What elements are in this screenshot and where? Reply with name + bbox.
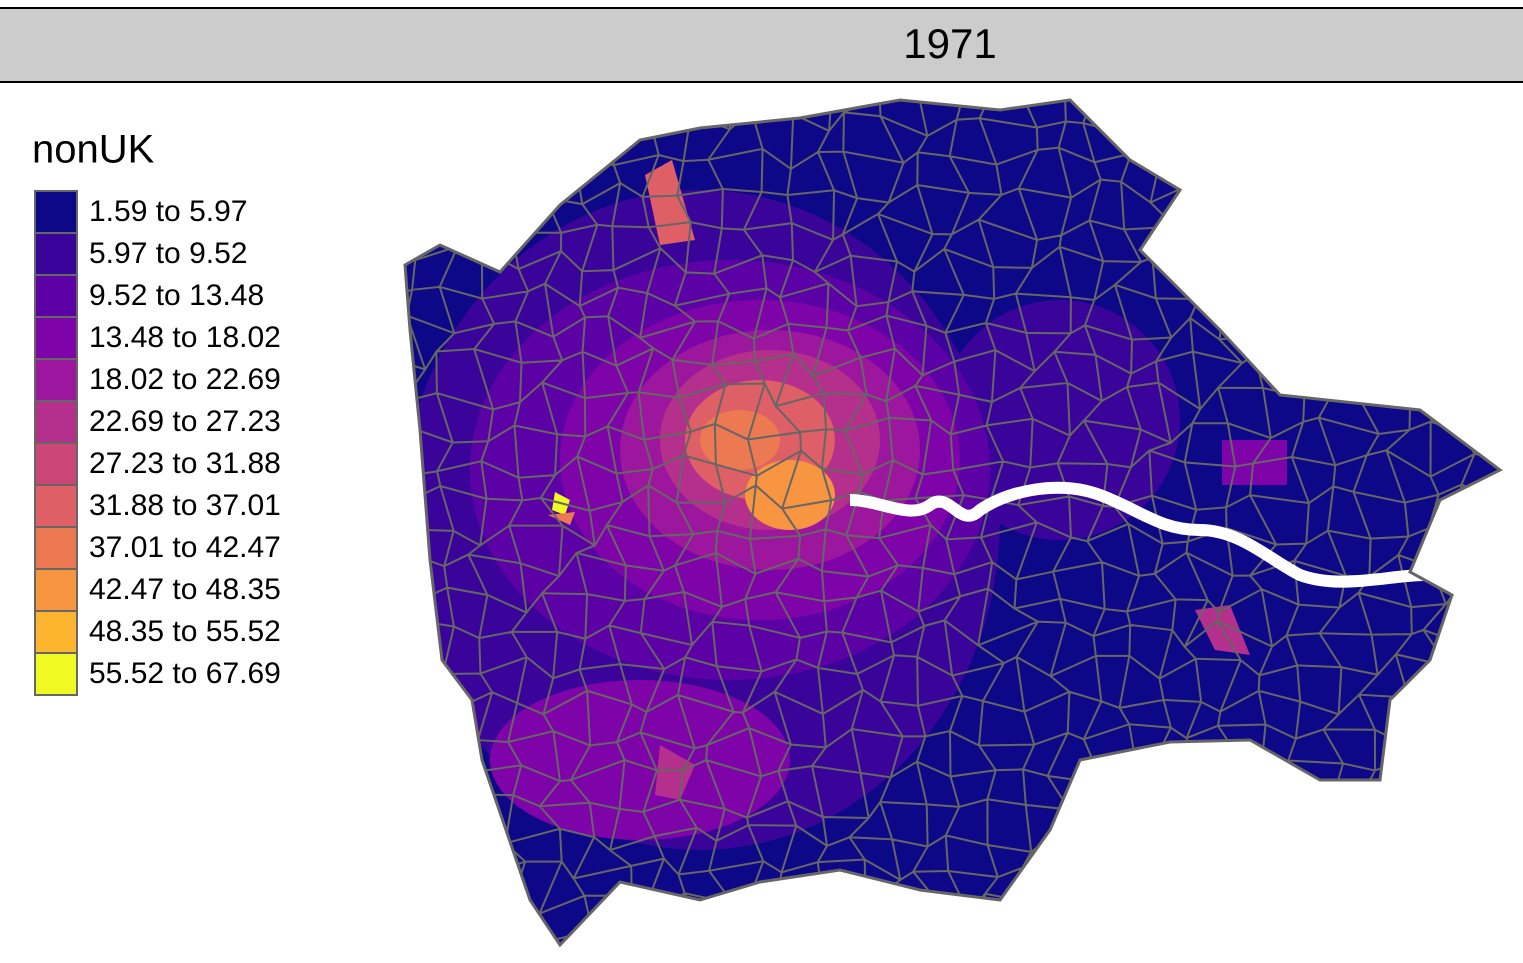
legend-swatch — [34, 190, 78, 234]
legend-label: 13.48 to 18.02 — [89, 321, 281, 354]
legend-swatch — [34, 610, 78, 654]
legend-label: 22.69 to 27.23 — [89, 405, 281, 438]
region — [490, 680, 790, 840]
panel-header — [0, 8, 1523, 82]
legend-label: 37.01 to 42.47 — [89, 531, 281, 564]
legend-swatch — [34, 358, 78, 402]
region — [745, 460, 835, 530]
legend-swatch — [34, 568, 78, 612]
legend-swatch — [34, 442, 78, 486]
ward-boundaries — [405, 100, 1500, 945]
legend-swatch — [34, 274, 78, 318]
legend-label: 27.23 to 31.88 — [89, 447, 281, 480]
legend-title: nonUK — [32, 128, 155, 172]
legend-swatch — [34, 316, 78, 360]
river — [849, 481, 1426, 588]
map-outline — [403, 98, 1503, 948]
legend-label: 9.52 to 13.48 — [89, 279, 264, 312]
panel-title: 1971 — [903, 20, 996, 67]
legend-label: 48.35 to 55.52 — [89, 615, 281, 648]
legend-swatch — [34, 232, 78, 276]
legend-swatch — [34, 526, 78, 570]
legend-label: 1.59 to 5.97 — [89, 195, 247, 228]
legend-swatch — [34, 484, 78, 528]
region — [700, 410, 780, 470]
region — [655, 745, 695, 800]
legend-label: 5.97 to 9.52 — [89, 237, 247, 270]
legend-label: 42.47 to 48.35 — [89, 573, 281, 606]
legend-swatch — [34, 400, 78, 444]
legend-label: 18.02 to 22.69 — [89, 363, 281, 396]
map-regions — [405, 100, 1500, 945]
legend-label: 31.88 to 37.01 — [89, 489, 281, 522]
legend-label: 55.52 to 67.69 — [89, 657, 281, 690]
legend-swatch — [34, 652, 78, 696]
region — [940, 300, 1180, 540]
